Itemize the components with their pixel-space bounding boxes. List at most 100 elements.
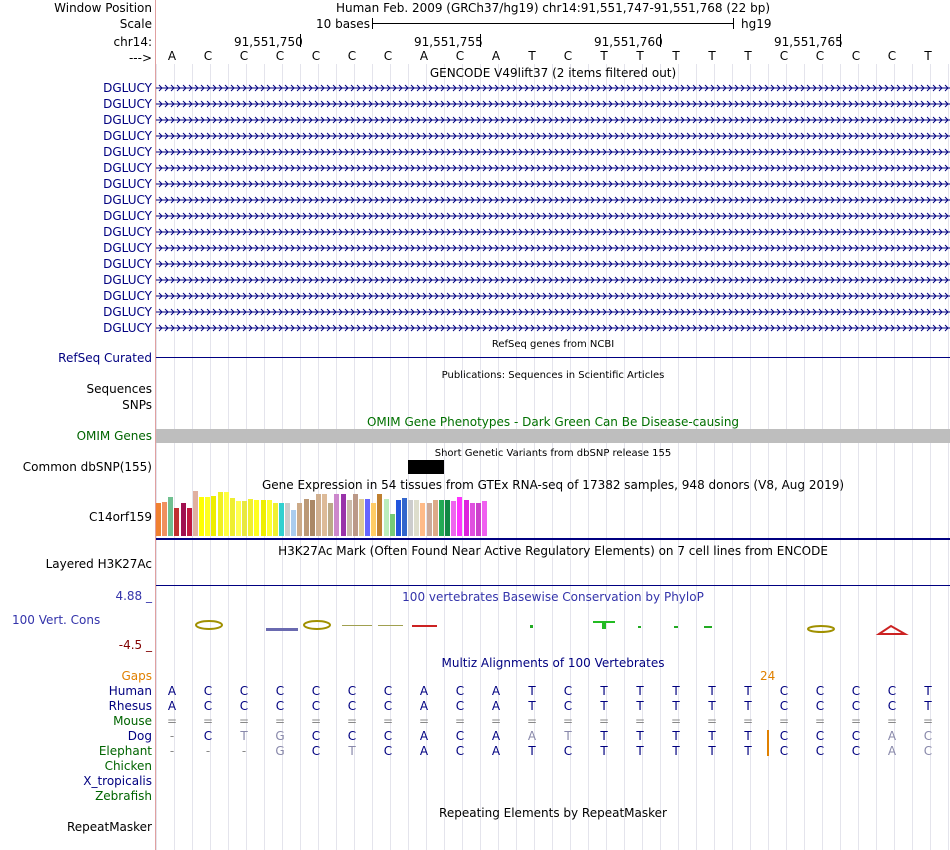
gtex-tissue-bar[interactable] <box>439 500 444 536</box>
gtex-tissue-bar[interactable] <box>322 494 327 536</box>
gencode-gene-strand[interactable] <box>156 83 950 93</box>
gtex-tissue-bar[interactable] <box>224 492 229 536</box>
gtex-tissue-bar[interactable] <box>236 501 241 536</box>
gtex-label[interactable]: C14orf159 <box>88 510 152 524</box>
gencode-gene-label[interactable]: DGLUCY <box>103 289 152 303</box>
species-xtropicalis-label[interactable]: X_tropicalis <box>83 774 152 788</box>
gtex-tissue-bar[interactable] <box>316 494 321 536</box>
repeatmasker-label[interactable]: RepeatMasker <box>66 820 152 834</box>
species-human-label[interactable]: Human <box>108 684 152 698</box>
gencode-gene-strand[interactable] <box>156 147 950 157</box>
dbsnp-label[interactable]: Common dbSNP(155) <box>22 460 152 474</box>
gtex-tissue-bar[interactable] <box>310 500 315 536</box>
gencode-gene-strand[interactable] <box>156 307 950 317</box>
gencode-gene-strand[interactable] <box>156 131 950 141</box>
gencode-gene-strand[interactable] <box>156 163 950 173</box>
gtex-tissue-bar[interactable] <box>304 499 309 536</box>
gencode-gene-label[interactable]: DGLUCY <box>103 161 152 175</box>
refseq-label[interactable]: RefSeq Curated <box>58 351 152 365</box>
gtex-tissue-bar[interactable] <box>193 491 198 536</box>
gtex-tissue-bar[interactable] <box>476 503 481 536</box>
refseq-gene-line[interactable] <box>156 357 950 358</box>
gencode-gene-label[interactable]: DGLUCY <box>103 113 152 127</box>
gtex-tissue-bar[interactable] <box>199 497 204 536</box>
gtex-tissue-bar[interactable] <box>242 501 247 536</box>
gtex-tissue-bar[interactable] <box>390 514 395 536</box>
gtex-tissue-bar[interactable] <box>334 494 339 536</box>
gtex-tissue-bar[interactable] <box>273 503 278 536</box>
gtex-tissue-bar[interactable] <box>218 492 223 536</box>
gtex-tissue-bar[interactable] <box>156 503 161 536</box>
gtex-gene-line[interactable] <box>156 538 950 540</box>
gencode-gene-label[interactable]: DGLUCY <box>103 193 152 207</box>
gtex-tissue-bar[interactable] <box>384 499 389 536</box>
gtex-tissue-bar[interactable] <box>359 499 364 536</box>
gtex-tissue-bar[interactable] <box>377 494 382 536</box>
gencode-gene-label[interactable]: DGLUCY <box>103 273 152 287</box>
gencode-gene-strand[interactable] <box>156 99 950 109</box>
gencode-gene-strand[interactable] <box>156 179 950 189</box>
gencode-gene-label[interactable]: DGLUCY <box>103 305 152 319</box>
gtex-tissue-bar[interactable] <box>408 500 413 536</box>
gencode-gene-label[interactable]: DGLUCY <box>103 241 152 255</box>
gencode-gene-label[interactable]: DGLUCY <box>103 81 152 95</box>
species-zebrafish-label[interactable]: Zebrafish <box>95 789 152 803</box>
gencode-gene-strand[interactable] <box>156 259 950 269</box>
species-elephant-label[interactable]: Elephant <box>98 744 152 758</box>
gtex-tissue-bar[interactable] <box>341 494 346 536</box>
gtex-tissue-bar[interactable] <box>168 497 173 536</box>
gtex-tissue-bar[interactable] <box>470 503 475 536</box>
gtex-tissue-bar[interactable] <box>445 500 450 536</box>
gencode-gene-label[interactable]: DGLUCY <box>103 177 152 191</box>
species-chicken-label[interactable]: Chicken <box>104 759 152 773</box>
gtex-tissue-bar[interactable] <box>371 503 376 536</box>
species-rhesus-label[interactable]: Rhesus <box>108 699 152 713</box>
gtex-tissue-bar[interactable] <box>211 496 216 536</box>
gtex-tissue-bar[interactable] <box>328 503 333 536</box>
gtex-tissue-bar[interactable] <box>174 508 179 536</box>
gtex-tissue-bar[interactable] <box>457 497 462 536</box>
dbsnp-variant[interactable] <box>408 460 444 474</box>
gencode-gene-label[interactable]: DGLUCY <box>103 209 152 223</box>
gtex-tissue-bar[interactable] <box>248 499 253 536</box>
gtex-tissue-bar[interactable] <box>427 503 432 536</box>
snps-label[interactable]: SNPs <box>122 398 152 412</box>
h3k27ac-label[interactable]: Layered H3K27Ac <box>45 557 152 571</box>
species-mouse-label[interactable]: Mouse <box>113 714 152 728</box>
gencode-gene-label[interactable]: DGLUCY <box>103 257 152 271</box>
gtex-tissue-bar[interactable] <box>162 502 167 536</box>
gencode-gene-label[interactable]: DGLUCY <box>103 129 152 143</box>
gencode-gene-strand[interactable] <box>156 291 950 301</box>
gtex-tissue-bar[interactable] <box>181 503 186 536</box>
gtex-tissue-bar[interactable] <box>297 503 302 536</box>
gtex-tissue-bar[interactable] <box>353 494 358 536</box>
gencode-gene-label[interactable]: DGLUCY <box>103 97 152 111</box>
gtex-tissue-bar[interactable] <box>433 500 438 536</box>
omim-gene-bar[interactable] <box>156 429 950 443</box>
gtex-tissue-bar[interactable] <box>187 508 192 536</box>
gtex-tissue-bar[interactable] <box>402 498 407 536</box>
gtex-tissue-bar[interactable] <box>267 500 272 536</box>
species-dog-label[interactable]: Dog <box>127 729 152 743</box>
gencode-gene-strand[interactable] <box>156 115 950 125</box>
gencode-gene-strand[interactable] <box>156 243 950 253</box>
gtex-tissue-bar[interactable] <box>230 498 235 536</box>
gencode-gene-strand[interactable] <box>156 227 950 237</box>
sequences-label[interactable]: Sequences <box>86 382 152 396</box>
gtex-tissue-bar[interactable] <box>464 500 469 536</box>
gtex-tissue-bar[interactable] <box>420 503 425 536</box>
track-area[interactable]: Human Feb. 2009 (GRCh37/hg19) chr14:91,5… <box>156 0 950 850</box>
gtex-tissue-bar[interactable] <box>261 500 266 536</box>
omim-label[interactable]: OMIM Genes <box>76 429 152 443</box>
gencode-gene-strand[interactable] <box>156 323 950 333</box>
gencode-gene-label[interactable]: DGLUCY <box>103 145 152 159</box>
gencode-gene-strand[interactable] <box>156 211 950 221</box>
phylop-logos[interactable] <box>156 612 950 642</box>
gtex-tissue-bar[interactable] <box>291 510 296 536</box>
gencode-gene-strand[interactable] <box>156 275 950 285</box>
gtex-tissue-bar[interactable] <box>451 501 456 536</box>
gencode-gene-label[interactable]: DGLUCY <box>103 321 152 335</box>
gtex-tissue-bar[interactable] <box>205 497 210 536</box>
gtex-tissue-bar[interactable] <box>254 500 259 536</box>
gtex-tissue-bar[interactable] <box>365 499 370 536</box>
